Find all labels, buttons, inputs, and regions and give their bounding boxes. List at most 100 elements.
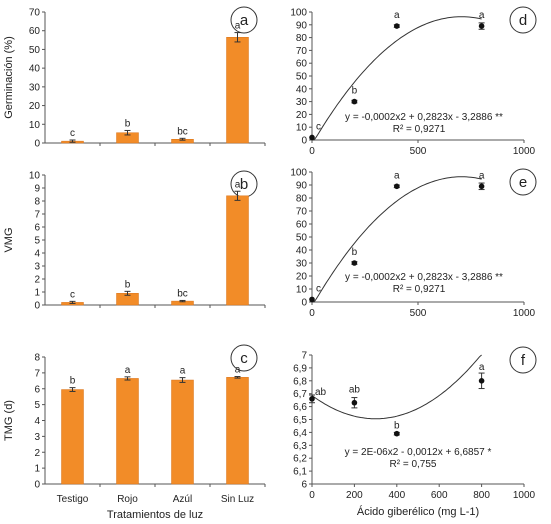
- y-tick-label-a: 60: [29, 26, 41, 37]
- y-tick-label-f: 6,6: [293, 402, 307, 413]
- regression-equation-f: y = 2E-06x2 - 0,0012x + 6,6857 *: [345, 447, 492, 458]
- panel-label-circle-e: [509, 168, 537, 196]
- panel-label-circle-f: [509, 346, 537, 374]
- y-tick-label-b: 3: [34, 262, 40, 273]
- x-tick-label-d: 0: [309, 146, 315, 157]
- significance-letter-d-0: c: [316, 121, 321, 132]
- y-tick-label-d: 50: [296, 72, 308, 83]
- bar-c-1: [116, 378, 139, 485]
- data-point-d-2: [394, 23, 400, 29]
- y-tick-label-a: 10: [29, 120, 41, 131]
- y-tick-label-c: 4: [34, 416, 40, 427]
- y-tick-label-e: 10: [296, 285, 308, 296]
- y-tick-label-e: 20: [296, 272, 308, 283]
- y-tick-label-d: 0: [301, 136, 307, 147]
- bar-a-3: [226, 37, 249, 144]
- y-tick-label-f: 6,2: [293, 454, 307, 465]
- y-tick-label-f: 6,9: [293, 363, 307, 374]
- x-tick-label-f: 400: [388, 490, 405, 501]
- data-point-f-1: [351, 399, 358, 406]
- significance-letter-c-0: b: [70, 376, 76, 387]
- y-tick-label-e: 90: [296, 181, 308, 192]
- x-tick-label-f: 0: [309, 490, 315, 501]
- y-tick-label-b: 8: [34, 197, 40, 208]
- y-tick-label-b: 6: [34, 223, 40, 234]
- y-tick-label-f: 6,3: [293, 441, 307, 452]
- y-tick-label-b: 2: [34, 275, 40, 286]
- trend-line-d: [312, 16, 482, 141]
- panel-c: 0 1 2 3 4 5 6 7 8 TMG (d) c b Testigo a Rojo a Azúl a Sin …: [3, 344, 266, 521]
- significance-letter-f-1: ab: [349, 385, 361, 396]
- y-tick-label-c: 1: [34, 464, 40, 475]
- y-tick-label-d: 30: [296, 97, 308, 108]
- y-tick-label-c: 7: [34, 368, 40, 379]
- y-tick-label-f: 7: [301, 351, 307, 362]
- y-tick-label-d: 90: [296, 20, 308, 31]
- significance-letter-c-2: a: [180, 366, 186, 377]
- panel-label-d: d: [519, 12, 527, 29]
- data-point-f-3: [478, 378, 485, 384]
- y-tick-label-f: 6,1: [293, 467, 307, 478]
- bar-b-3: [226, 195, 249, 306]
- significance-letter-c-1: a: [125, 365, 131, 376]
- y-tick-label-a: 50: [29, 45, 41, 56]
- y-tick-label-d: 10: [296, 123, 308, 134]
- y-tick-label-f: 6,7: [293, 389, 307, 400]
- y-tick-label-e: 60: [296, 220, 308, 231]
- x-tick-label-c-1: Rojo: [117, 494, 138, 505]
- x-tick-label-d: 500: [410, 146, 427, 157]
- significance-letter-d-2: a: [394, 10, 400, 21]
- panel-f: 6 6,1 6,2 6,3 6,4 6,5 6,6 6,7 6,8 6,97 f 0 200 400 600…: [293, 346, 537, 518]
- data-point-d-1: [351, 98, 358, 105]
- panel-label-e: e: [519, 174, 527, 191]
- y-axis-label-c: TMG (d): [3, 400, 15, 441]
- significance-letter-a-1: b: [125, 118, 131, 129]
- significance-letter-e-2: a: [394, 170, 400, 181]
- y-tick-label-a: 20: [29, 101, 41, 112]
- x-tick-label-f: 800: [473, 490, 490, 501]
- data-point-f-0: [309, 396, 315, 402]
- panel-label-f: f: [521, 352, 526, 369]
- x-tick-label-c-0: Testigo: [57, 494, 89, 505]
- y-tick-label-c: 3: [34, 432, 40, 443]
- y-tick-label-e: 70: [296, 207, 308, 218]
- significance-letter-b-3: a: [235, 179, 241, 190]
- y-tick-label-b: 5: [34, 236, 40, 247]
- significance-letter-f-2: b: [394, 421, 400, 432]
- significance-letter-a-2: bc: [177, 126, 188, 137]
- regression-equation-d: y = -0,0002x2 + 0,2823x - 3,2886 **: [345, 112, 503, 123]
- y-tick-label-e: 80: [296, 194, 308, 205]
- y-axis-label-a: Germinación (%): [3, 36, 15, 119]
- r-squared-f: R² = 0,755: [390, 459, 437, 470]
- bar-c-0: [61, 389, 84, 485]
- significance-letter-f-3: a: [479, 362, 485, 373]
- x-tick-label-e: 500: [410, 308, 427, 319]
- panel-label-circle-d: [509, 6, 537, 34]
- significance-letter-e-3: a: [479, 170, 485, 181]
- y-tick-label-d: 100: [290, 8, 307, 19]
- significance-letter-e-0: c: [316, 283, 321, 294]
- y-tick-label-d: 80: [296, 33, 308, 44]
- y-tick-label-e: 100: [290, 168, 307, 179]
- x-tick-label-c-3: Sin Luz: [221, 494, 254, 505]
- y-tick-label-a: 40: [29, 64, 41, 75]
- x-tick-label-f: 1000: [513, 490, 536, 501]
- significance-letter-f-0: ab: [315, 387, 327, 398]
- panel-label-c: c: [240, 350, 248, 367]
- x-tick-label-d: 1000: [513, 146, 536, 157]
- x-axis-label-f: Ácido giberélico (mg L-1): [357, 505, 479, 518]
- panel-label-a: a: [240, 12, 249, 29]
- y-tick-label-f: 6,8: [293, 376, 307, 387]
- data-point-e-0: [309, 296, 315, 303]
- panel-e: 0 10 20 30 40 50 60 70 80 90 100 e 0 500 1000 c b a a y = -…: [290, 168, 537, 319]
- y-tick-label-a: 30: [29, 82, 41, 93]
- y-tick-label-b: 1: [34, 288, 40, 299]
- data-point-d-0: [309, 134, 315, 141]
- data-point-f-2: [394, 430, 400, 437]
- y-tick-label-d: 70: [296, 46, 308, 57]
- y-tick-label-c: 5: [34, 400, 40, 411]
- panel-label-circle-a: [230, 6, 258, 34]
